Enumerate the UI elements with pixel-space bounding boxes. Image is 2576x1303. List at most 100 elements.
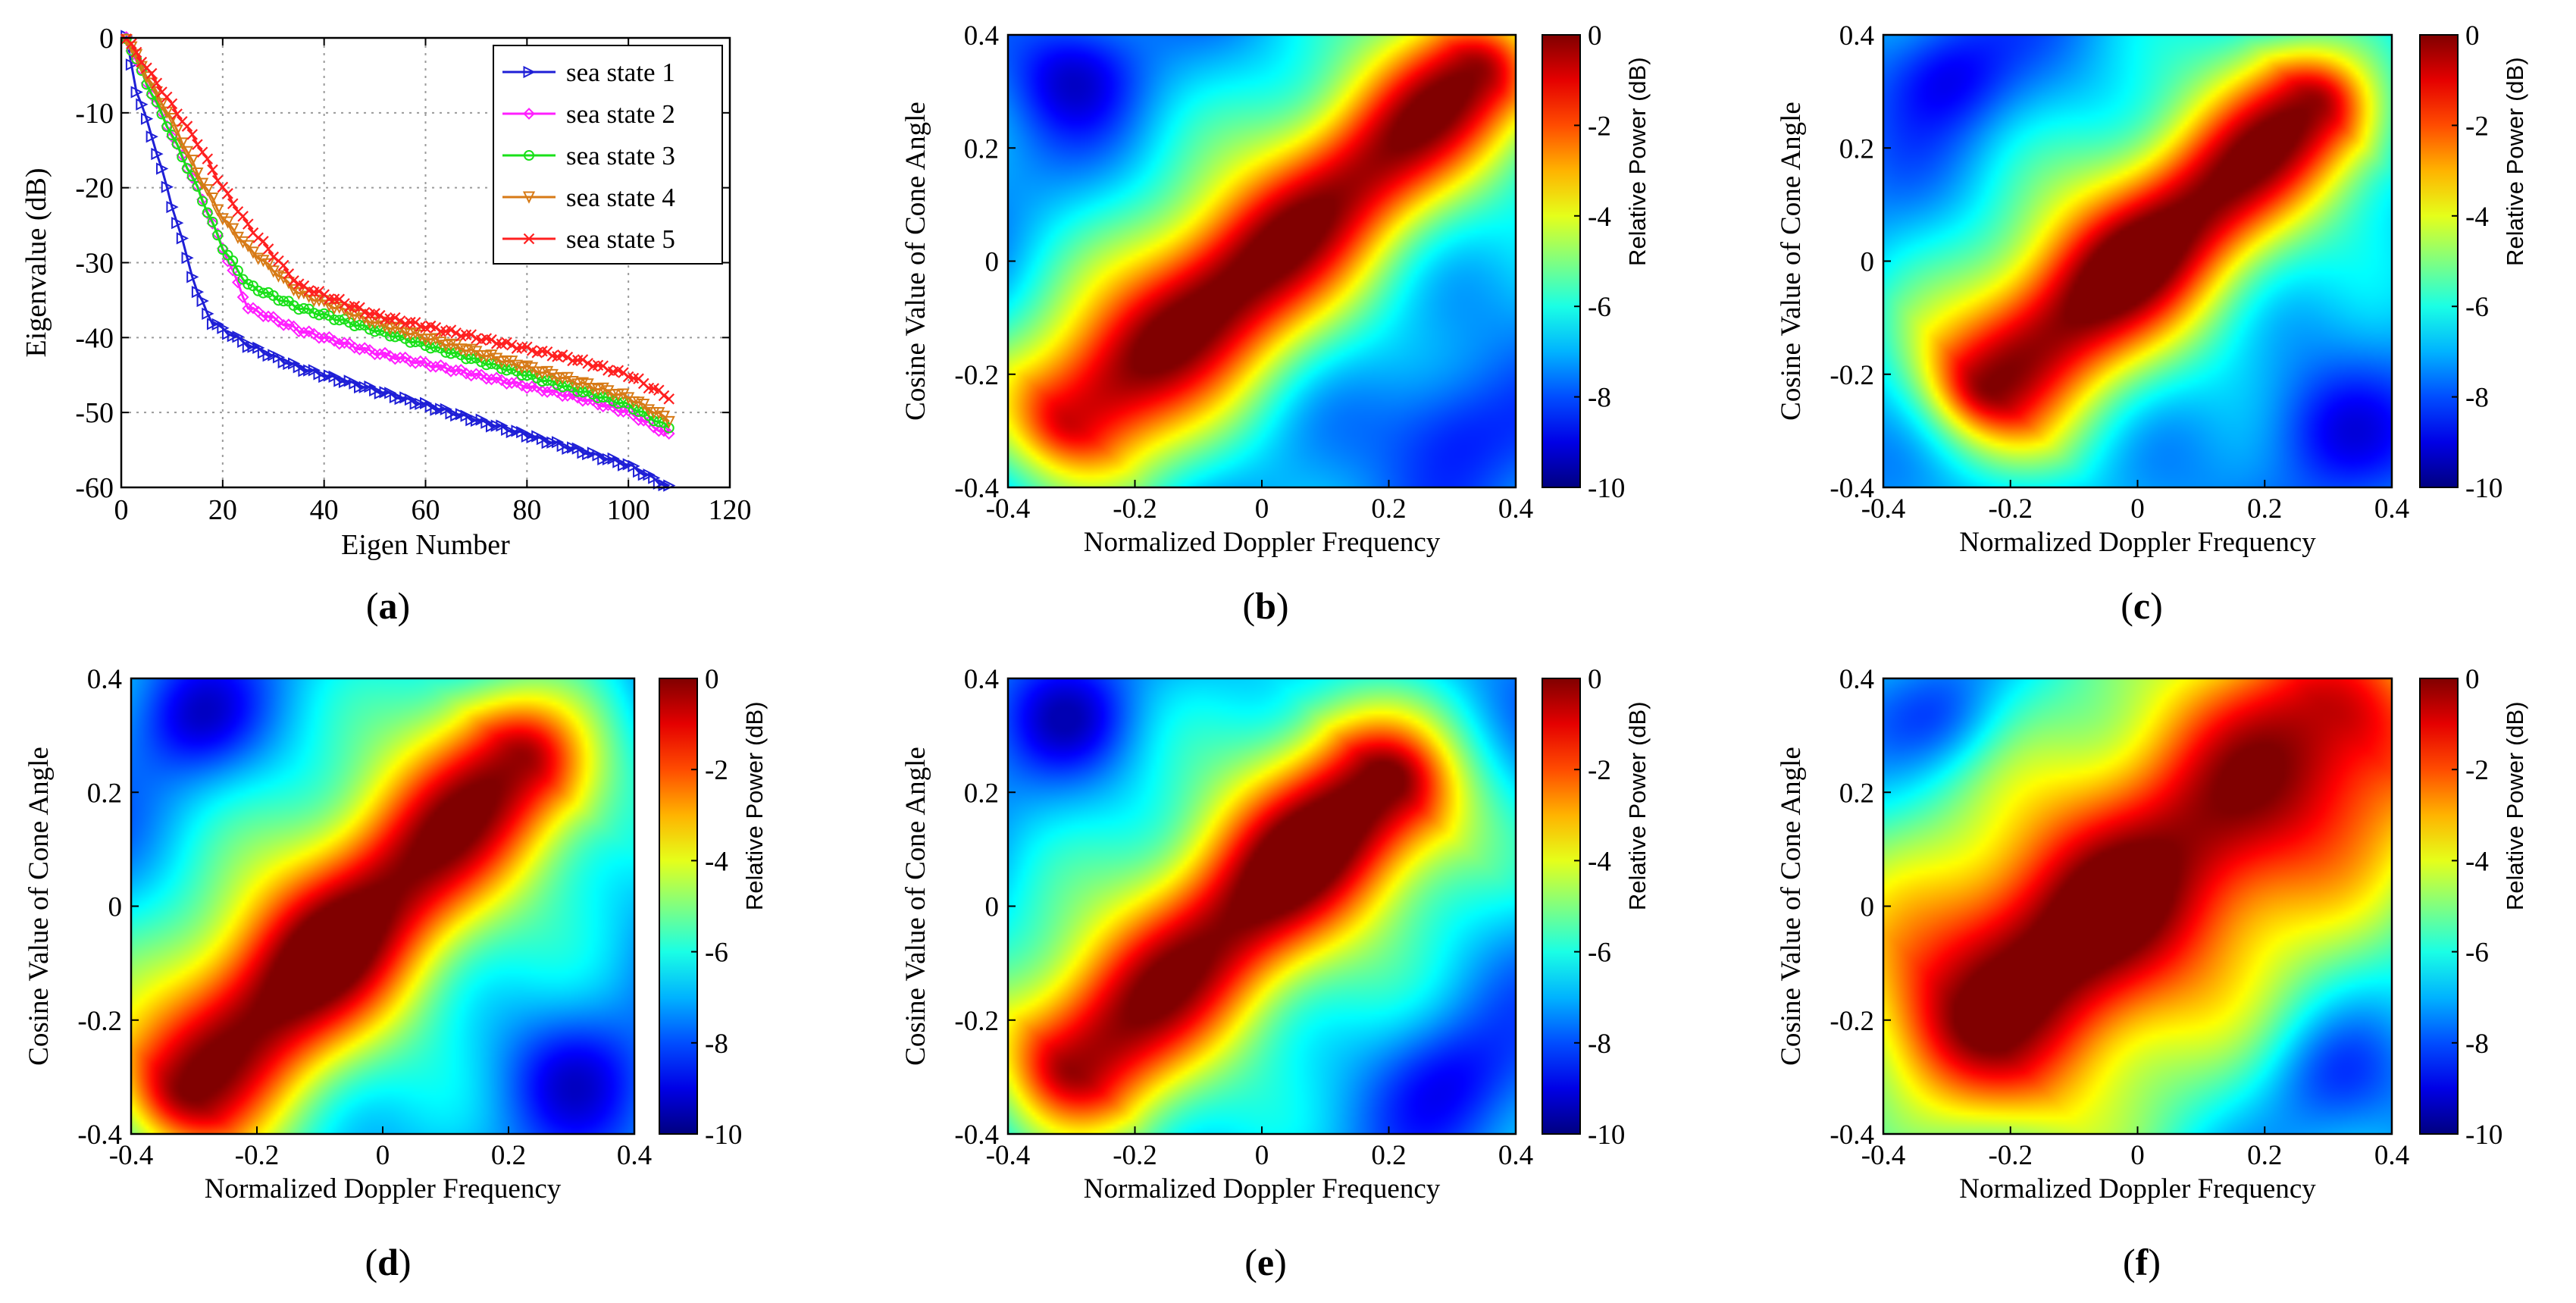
- series-marker: [374, 309, 386, 321]
- series-marker: [151, 147, 164, 161]
- series-marker: [161, 180, 174, 193]
- y-tick-label: 0: [1861, 247, 1875, 278]
- y-tick-label: 0: [985, 892, 1000, 923]
- y-tick-label: -50: [75, 397, 114, 429]
- colorbar-tick-label: -2: [2465, 111, 2489, 142]
- y-tick-label: 0.2: [964, 133, 999, 164]
- series-marker: [176, 232, 189, 245]
- series-marker: [628, 403, 639, 415]
- y-tick-label: 0: [99, 23, 114, 55]
- series-marker: [465, 329, 477, 340]
- legend-marker: [523, 108, 535, 120]
- series-marker: [191, 167, 204, 180]
- x-tick-label: 0.2: [2247, 1140, 2282, 1171]
- series-marker: [277, 318, 290, 331]
- legend-entry-2: sea state 2: [566, 99, 675, 129]
- y-tick-label: 0.4: [1839, 20, 1874, 52]
- x-tick-label: -0.4: [1861, 1140, 1906, 1171]
- series-marker: [582, 358, 593, 369]
- series-marker: [252, 285, 264, 296]
- series-marker: [632, 396, 645, 409]
- legend-marker: [523, 65, 536, 79]
- series-marker: [221, 216, 234, 229]
- legend-marker: [524, 150, 534, 161]
- chart-f: -0.4 -0.2 0 0.2 0.4 0.4 0.2 0 -0.2 -0.4 Normalized…: [1776, 664, 2528, 1204]
- chart-e: -0.4 -0.2 0 0.2 0.4 0.4 0.2 0 -0.2 -0.4 Normalized…: [900, 664, 1651, 1204]
- colorbar-tick-label: 0: [1588, 20, 1602, 52]
- series-marker: [602, 385, 615, 398]
- series-marker: [663, 422, 675, 434]
- colorbar-f: 0 -2 -4 -6 -8 -10 Relative Power (dB): [2419, 664, 2528, 1151]
- series-marker: [409, 317, 421, 328]
- series-marker: [176, 137, 189, 150]
- colorbar-label: Relative Power (dB): [2502, 57, 2528, 266]
- series-marker: [287, 283, 300, 297]
- series-marker: [207, 164, 218, 176]
- series-marker: [272, 315, 285, 328]
- series-marker: [333, 337, 346, 350]
- colorbar-tick-label: -8: [705, 1029, 728, 1060]
- series-marker: [166, 98, 178, 110]
- series-marker: [540, 365, 554, 379]
- series-marker: [399, 351, 412, 364]
- series-marker: [278, 296, 290, 307]
- panel-label-b: (b): [1242, 584, 1289, 627]
- series-marker: [252, 252, 264, 265]
- x-tick-label: 0: [376, 1140, 390, 1171]
- y-tick-label: 0.2: [87, 778, 122, 809]
- y-tick-label: -0.4: [1829, 1120, 1874, 1151]
- colorbar-bar: [1542, 34, 1581, 488]
- y-tick-label: -0.4: [1829, 473, 1874, 504]
- series-marker: [313, 309, 324, 321]
- series-marker: [146, 77, 158, 90]
- series-marker: [180, 146, 194, 159]
- series-marker: [166, 130, 178, 143]
- series-marker: [197, 196, 208, 207]
- legend-marker: [523, 233, 535, 245]
- series-marker: [455, 363, 468, 376]
- series-marker: [450, 327, 462, 339]
- x-tick-label: 0.2: [1371, 493, 1406, 525]
- series-marker: [662, 415, 675, 429]
- colorbar-tick-label: -4: [1588, 846, 1611, 877]
- colorbar-tick-label: -6: [2465, 938, 2489, 969]
- colorbar-tick-label: 0: [705, 664, 719, 695]
- y-axis-label: Eigenvalue (dB): [20, 168, 52, 357]
- x-tick-label: -0.2: [1988, 493, 2033, 525]
- y-tick-label: 0: [985, 247, 1000, 278]
- series-marker: [222, 188, 233, 199]
- series-marker: [329, 314, 340, 325]
- y-tick-label: 0.2: [964, 778, 999, 809]
- y-tick-label: -40: [75, 322, 114, 354]
- colorbar-tick-label: -2: [1588, 111, 1611, 142]
- series-marker: [328, 293, 340, 305]
- colorbar-label: Relative Power (dB): [2502, 701, 2528, 910]
- series-marker: [368, 348, 381, 361]
- colorbar-bar: [2419, 678, 2459, 1135]
- colorbar-tick-label: -6: [1588, 938, 1611, 969]
- series-marker: [495, 374, 508, 387]
- colorbar-label: Relative Power (dB): [741, 701, 768, 910]
- colorbar-bar: [659, 678, 698, 1135]
- x-tick-label: 0.2: [491, 1140, 526, 1171]
- series-marker: [165, 112, 179, 126]
- series-marker: [125, 58, 139, 71]
- x-tick-label: -0.4: [109, 1140, 154, 1171]
- series-marker: [460, 329, 472, 341]
- y-tick-label: 0: [108, 892, 123, 923]
- chart-a: 0 20 40 60 80 100 120 0 -10 -20 -30 -40 -50 -60 Eigen …: [20, 23, 752, 561]
- series-marker: [445, 365, 457, 377]
- series-marker: [521, 341, 533, 353]
- series-marker: [434, 337, 447, 349]
- series-marker: [211, 204, 224, 217]
- series-marker: [552, 379, 563, 390]
- series-marker: [374, 348, 387, 361]
- series-marker: [201, 183, 214, 197]
- series-marker: [258, 236, 269, 247]
- series-marker: [505, 377, 518, 390]
- colorbar-tick-label: 0: [2465, 664, 2480, 695]
- colorbar-tick-label: -10: [2465, 1120, 2502, 1151]
- series-marker: [435, 325, 446, 337]
- y-tick-label: -0.4: [77, 1120, 122, 1151]
- y-axis-label: Cosine Value of Cone Angle: [23, 747, 55, 1066]
